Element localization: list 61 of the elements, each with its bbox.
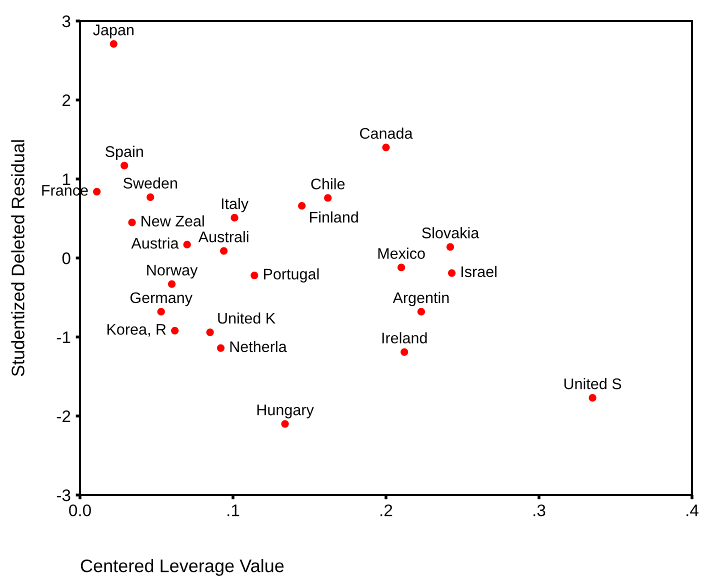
point <box>183 240 191 248</box>
annotation: Argentin <box>392 292 449 306</box>
point <box>220 247 228 255</box>
annotation: Germany <box>130 292 192 306</box>
point <box>588 394 596 402</box>
annotation: New Zeal <box>142 215 204 227</box>
point <box>400 348 408 356</box>
annotation: Austria <box>131 237 179 249</box>
annotation: Finland <box>310 211 358 223</box>
annotation: Hungary <box>257 404 314 418</box>
point <box>157 308 165 316</box>
x-tick-label: .4 <box>686 504 698 516</box>
y-tick-label: 2 <box>62 94 70 106</box>
annotation: Ireland <box>382 332 427 344</box>
annotation: Spain <box>106 146 143 160</box>
annotation: Sweden <box>123 177 177 189</box>
annotation: Italy <box>222 198 249 212</box>
point <box>397 264 406 272</box>
point <box>110 40 118 48</box>
annotation: Netherla <box>230 340 287 352</box>
annotation: Israel <box>462 266 496 278</box>
annotation: Mexico <box>378 248 425 259</box>
y-tick-label: -1 <box>56 332 70 344</box>
point <box>417 308 425 316</box>
annotation: Korea, R <box>107 324 166 337</box>
point <box>128 218 136 226</box>
point <box>230 214 238 222</box>
x-tick-label: .3 <box>534 504 546 516</box>
annotation: United S <box>564 378 622 390</box>
point <box>446 243 454 251</box>
point <box>171 326 179 334</box>
point <box>281 420 289 428</box>
annotation: Chile <box>311 178 345 190</box>
y-tick-label: 0 <box>62 252 70 264</box>
x-tick-label: .1 <box>228 504 240 516</box>
point <box>206 328 214 336</box>
annotation: Portugal <box>264 268 319 282</box>
annotation: Norway <box>147 264 198 279</box>
point <box>168 280 176 288</box>
annotation: Slovakia <box>422 227 480 238</box>
y-tick-label: -2 <box>56 410 70 422</box>
x-tick-label: .2 <box>380 504 392 516</box>
point <box>448 269 456 277</box>
point <box>250 272 258 280</box>
annotation: United K <box>218 312 276 324</box>
y-tick-label: 1 <box>62 174 70 186</box>
annotation: Canada <box>360 128 413 139</box>
annotation: Australi <box>198 231 248 242</box>
y-tick-label: -3 <box>56 489 70 502</box>
point <box>324 194 332 202</box>
point <box>382 144 390 152</box>
point <box>93 188 101 196</box>
x-axis-title: Centered Leverage Value <box>80 558 284 576</box>
point <box>216 344 225 352</box>
annotation: Japan <box>93 24 134 38</box>
point <box>298 202 306 210</box>
x-tick-label: 0.0 <box>69 504 91 516</box>
y-axis-title: Studentized Deleted Residual <box>11 140 24 376</box>
y-tick-label: 3 <box>62 15 70 28</box>
point <box>120 162 128 170</box>
point <box>146 193 154 201</box>
